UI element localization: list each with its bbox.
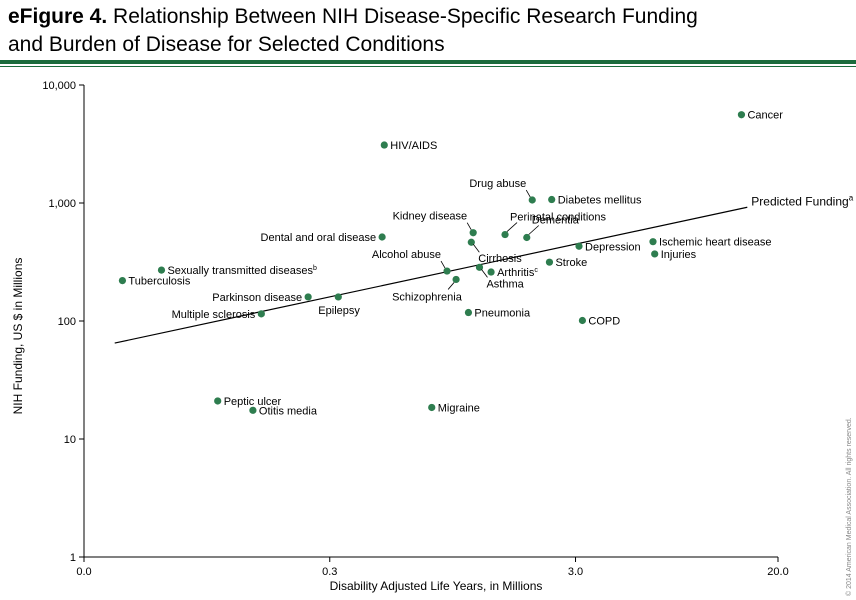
point-pneumonia bbox=[464, 308, 473, 317]
label-stroke: Stroke bbox=[555, 257, 587, 269]
point-perinatal-conditions bbox=[501, 230, 509, 239]
label-multiple-sclerosis: Multiple sclerosis bbox=[172, 309, 256, 321]
point-sexually-transmitted-diseases bbox=[157, 266, 166, 274]
x-axis-title: Disability Adjusted Life Years, in Milli… bbox=[330, 579, 543, 593]
label-otitis-media: Otitis media bbox=[259, 405, 318, 417]
y-tick-label: 1,000 bbox=[48, 198, 76, 210]
y-tick-label: 10,000 bbox=[42, 80, 76, 92]
title-rule-thin bbox=[0, 66, 856, 67]
label-superscript-arthritis: c bbox=[534, 267, 538, 274]
point-alcohol-abuse bbox=[443, 267, 451, 275]
point-copd bbox=[578, 316, 587, 325]
point-cancer bbox=[737, 111, 746, 119]
label-injuries: Injuries bbox=[661, 249, 697, 261]
label-pneumonia: Pneumonia bbox=[474, 308, 531, 320]
point-cirrhosis bbox=[467, 238, 475, 246]
label-copd: COPD bbox=[588, 315, 620, 327]
leader-line-asthma bbox=[481, 269, 488, 278]
label-tuberculosis: Tuberculosis bbox=[128, 276, 190, 288]
point-hiv-aids bbox=[380, 141, 388, 149]
leader-line-kidney-disease bbox=[466, 222, 472, 230]
label-perinatal-conditions: Perinatal conditions bbox=[510, 212, 607, 224]
point-ischemic-heart-disease bbox=[649, 238, 657, 246]
point-depression bbox=[575, 242, 583, 250]
leader-line-cirrhosis bbox=[472, 244, 480, 253]
label-dental-and-oral-disease: Dental and oral disease bbox=[261, 232, 377, 244]
label-arthritis: Arthritisc bbox=[497, 267, 538, 279]
label-migraine: Migraine bbox=[438, 402, 480, 414]
y-tick-label: 10 bbox=[64, 434, 76, 446]
point-arthritis bbox=[487, 268, 495, 276]
label-dementia: Dementia bbox=[532, 215, 580, 227]
x-tick-label: 0.0 bbox=[76, 566, 91, 578]
x-tick-label: 0.3 bbox=[322, 566, 337, 578]
label-diabetes-mellitus: Diabetes mellitus bbox=[558, 195, 642, 207]
chart-axes: 1 10 100 1,000 10,000 0.0 0.3 3.0 20.0 Disability… bbox=[11, 80, 789, 593]
point-multiple-sclerosis bbox=[257, 310, 265, 318]
point-injuries bbox=[651, 250, 659, 258]
label-schizophrenia: Schizophrenia bbox=[392, 291, 463, 303]
point-diabetes-mellitus bbox=[548, 195, 556, 204]
y-tick-label: 100 bbox=[58, 316, 76, 328]
trendline bbox=[114, 206, 748, 344]
label-asthma: Asthma bbox=[486, 278, 524, 290]
x-tick-label: 3.0 bbox=[568, 566, 583, 578]
leader-line-schizophrenia bbox=[447, 282, 455, 290]
y-axis-title: NIH Funding, US $ in Millions bbox=[11, 258, 25, 415]
point-epilepsy bbox=[334, 293, 342, 301]
leader-line-alcohol-abuse bbox=[440, 260, 446, 269]
trendline-label-superscript: a bbox=[849, 193, 854, 202]
label-peptic-ulcer: Peptic ulcer bbox=[224, 396, 282, 408]
figure-title: eFigure 4. Relationship Between NIH Dise… bbox=[8, 3, 848, 59]
point-peptic-ulcer bbox=[214, 397, 222, 405]
label-ischemic-heart-disease: Ischemic heart disease bbox=[659, 237, 772, 249]
label-alcohol-abuse: Alcohol abuse bbox=[372, 249, 441, 261]
point-asthma bbox=[475, 263, 484, 271]
data-points: Cancer HIV/AIDS Drug abuse Diabetes mellitu… bbox=[118, 110, 783, 417]
label-kidney-disease: Kidney disease bbox=[393, 211, 468, 223]
label-superscript-sexually-transmitted-diseases: b bbox=[313, 265, 317, 272]
point-tuberculosis bbox=[118, 276, 127, 285]
point-kidney-disease bbox=[469, 229, 477, 237]
label-drug-abuse: Drug abuse bbox=[469, 178, 526, 190]
figure-label: eFigure 4. bbox=[8, 5, 108, 28]
point-stroke bbox=[545, 258, 554, 266]
leader-line-dementia bbox=[528, 225, 540, 235]
leader-line-drug-abuse bbox=[525, 189, 531, 198]
label-cirrhosis: Cirrhosis bbox=[478, 253, 522, 265]
point-schizophrenia bbox=[452, 275, 460, 284]
title-line-2: and Burden of Disease for Selected Condi… bbox=[8, 33, 445, 56]
x-tick-label: 20.0 bbox=[767, 566, 788, 578]
label-hiv-aids: HIV/AIDS bbox=[390, 140, 437, 152]
label-parkinson-disease: Parkinson disease bbox=[212, 292, 302, 304]
point-dental-and-oral-disease bbox=[378, 233, 386, 241]
copyright-notice: © 2014 American Medical Association. All… bbox=[846, 417, 853, 596]
title-line-1: Relationship Between NIH Disease-Specifi… bbox=[113, 5, 698, 28]
label-sexually-transmitted-diseases: Sexually transmitted diseasesb bbox=[167, 265, 317, 277]
label-cancer: Cancer bbox=[747, 110, 783, 122]
point-parkinson-disease bbox=[304, 293, 312, 301]
leader-line-perinatal-conditions bbox=[506, 222, 518, 232]
point-drug-abuse bbox=[528, 196, 536, 204]
point-dementia bbox=[523, 233, 531, 242]
label-epilepsy: Epilepsy bbox=[318, 305, 360, 317]
y-tick-label: 1 bbox=[70, 552, 76, 564]
label-depression: Depression bbox=[585, 241, 641, 253]
point-migraine bbox=[428, 403, 436, 412]
title-rule-thick bbox=[0, 60, 856, 64]
trendline-label: Predicted Fundinga bbox=[751, 193, 853, 208]
trendline-group: Predicted Fundinga bbox=[114, 193, 854, 344]
point-otitis-media bbox=[249, 406, 257, 414]
